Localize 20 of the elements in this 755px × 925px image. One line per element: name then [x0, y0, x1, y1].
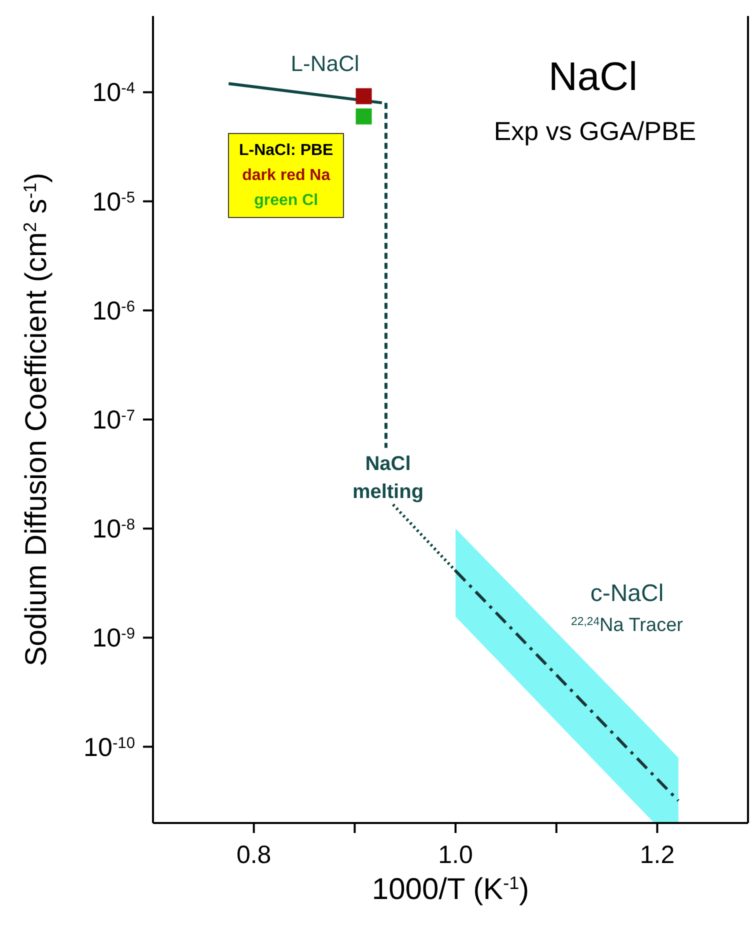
annotation: c-NaCl	[590, 580, 664, 607]
text: NaCl	[548, 55, 638, 99]
legend-title: L-NaCl: PBE	[239, 141, 334, 161]
text: dark red Na	[241, 166, 332, 186]
text: green Cl	[253, 191, 320, 211]
x-axis-title: 1000/T (K$^{-1}$)	[372, 873, 530, 906]
text: Exp vs GGA/PBE	[494, 116, 696, 146]
annotation: $^{22,24}$Na Tracer	[571, 615, 684, 636]
annotation: L-NaCl	[290, 51, 360, 76]
x-tick-label: 1.2	[640, 841, 675, 869]
y-tick-label: 10$^{-10}$	[84, 732, 136, 762]
y-tick-label: 10$^{-9}$	[92, 622, 135, 653]
x-tick-label: 1.0	[438, 841, 473, 869]
x-tick-label: 0.8	[236, 841, 272, 869]
y-tick-label: 10$^{-5}$	[92, 186, 136, 216]
annotation: NaCl melting	[352, 453, 424, 503]
y-tick-label: 10$^{-7}$	[92, 404, 135, 434]
y-tick-label: 10$^{-6}$	[92, 295, 135, 326]
y-tick-label: 10$^{-8}$	[92, 514, 135, 544]
y-tick-label: 10$^{-4}$	[92, 77, 136, 108]
